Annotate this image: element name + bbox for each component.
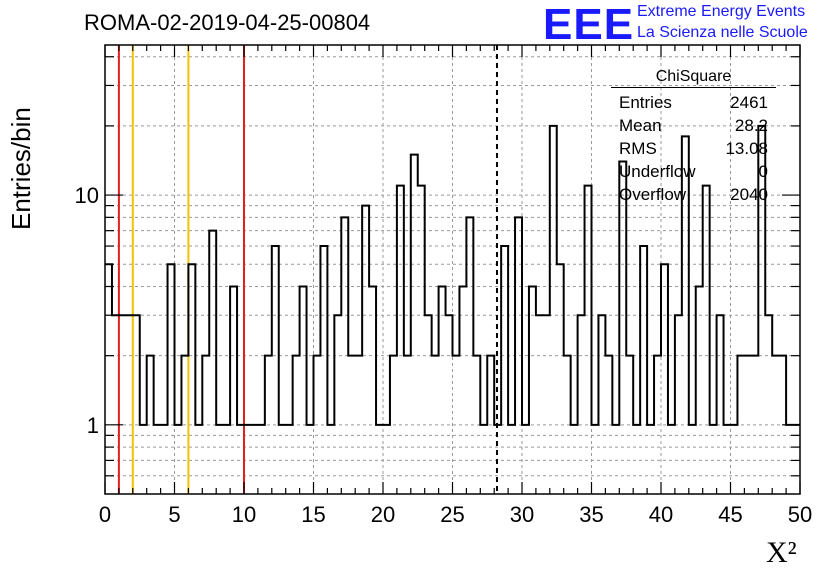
histogram-steps [105, 124, 800, 426]
stats-row: RMS 13.08 [611, 137, 776, 160]
stats-value: 28.2 [734, 116, 768, 135]
x-tick-label: 10 [232, 502, 256, 527]
stats-box: ChiSquare Entries 2461 Mean 28.2 RMS 13.… [611, 68, 776, 206]
brand-line-1: Extreme Energy Events [637, 3, 806, 20]
y-tick-label: 1 [87, 413, 99, 438]
stats-value: 13.08 [725, 139, 768, 158]
x-tick-label: 40 [649, 502, 673, 527]
x-tick-label: 0 [99, 502, 111, 527]
reference-lines [117, 45, 498, 494]
x-tick-label: 30 [510, 502, 534, 527]
stats-label: Overflow [619, 185, 687, 204]
x-tick-label: 15 [301, 502, 325, 527]
x-tick-label: 25 [440, 502, 464, 527]
x-tick-label: 5 [168, 502, 180, 527]
stats-title: ChiSquare [611, 68, 776, 88]
axes: 0 5 10 15 20 25 30 35 40 45 50 1 10 [75, 45, 812, 527]
stats-label: Mean [619, 116, 662, 135]
y-tick-label: 10 [75, 183, 99, 208]
x-axis-label: X² [766, 536, 797, 569]
stats-label: Entries [619, 93, 672, 112]
stats-value: 0 [758, 162, 768, 181]
grid-lines [105, 45, 800, 494]
histogram-line [105, 124, 800, 426]
x-tick-label: 45 [718, 502, 742, 527]
stats-row: Underflow 0 [611, 160, 776, 183]
stats-value: 2461 [730, 93, 768, 112]
stats-label: Underflow [619, 162, 696, 181]
stats-row: Entries 2461 [611, 91, 776, 114]
stats-value: 2040 [730, 185, 768, 204]
chart-title: ROMA-02-2019-04-25-00804 [84, 10, 371, 35]
stats-label: RMS [619, 139, 657, 158]
eee-logo: EEE [543, 0, 635, 49]
y-axis-label: Entries/bin [6, 107, 36, 230]
x-tick-label: 20 [371, 502, 395, 527]
stats-row: Mean 28.2 [611, 114, 776, 137]
x-tick-label: 50 [788, 502, 812, 527]
stats-row: Overflow 2040 [611, 183, 776, 206]
x-tick-label: 35 [579, 502, 603, 527]
brand-line-2: La Scienza nelle Scuole [637, 24, 808, 41]
